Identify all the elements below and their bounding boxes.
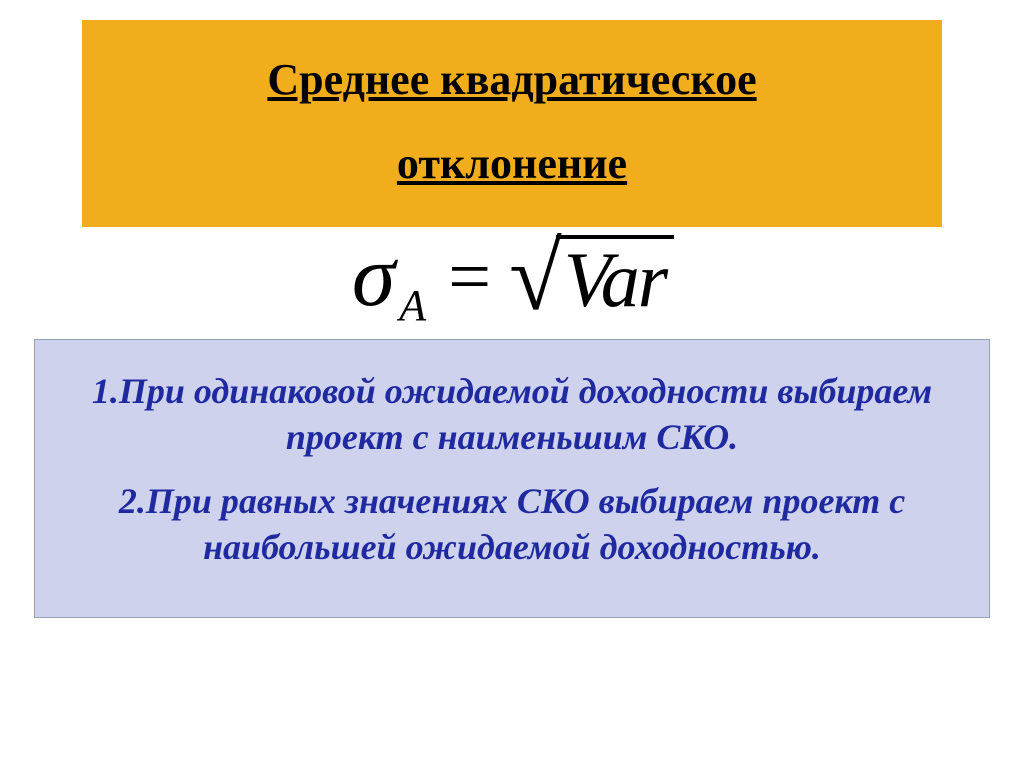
rules-box: 1.При одинаковой ожидаемой доходности вы…	[34, 339, 990, 617]
rule-item: 2.При равных значениях СКО выбираем прое…	[75, 478, 949, 570]
radical-overline	[556, 235, 674, 239]
slide: Среднее квадратическое отклонение σ A = …	[0, 0, 1024, 767]
equals-sign: =	[448, 239, 491, 315]
sigma-subscript: A	[399, 280, 426, 331]
formula: σ A = √ Var	[352, 233, 672, 321]
title-box: Среднее квадратическое отклонение	[82, 20, 942, 227]
rule-item: 1.При одинаковой ожидаемой доходности вы…	[75, 368, 949, 460]
slide-title: Среднее квадратическое отклонение	[102, 38, 922, 205]
sigma-symbol: σ	[352, 233, 395, 321]
radical-symbol: √	[509, 239, 562, 316]
square-root: √ Var	[509, 235, 672, 319]
radicand-wrap: Var	[562, 235, 672, 319]
radicand: Var	[562, 236, 672, 323]
